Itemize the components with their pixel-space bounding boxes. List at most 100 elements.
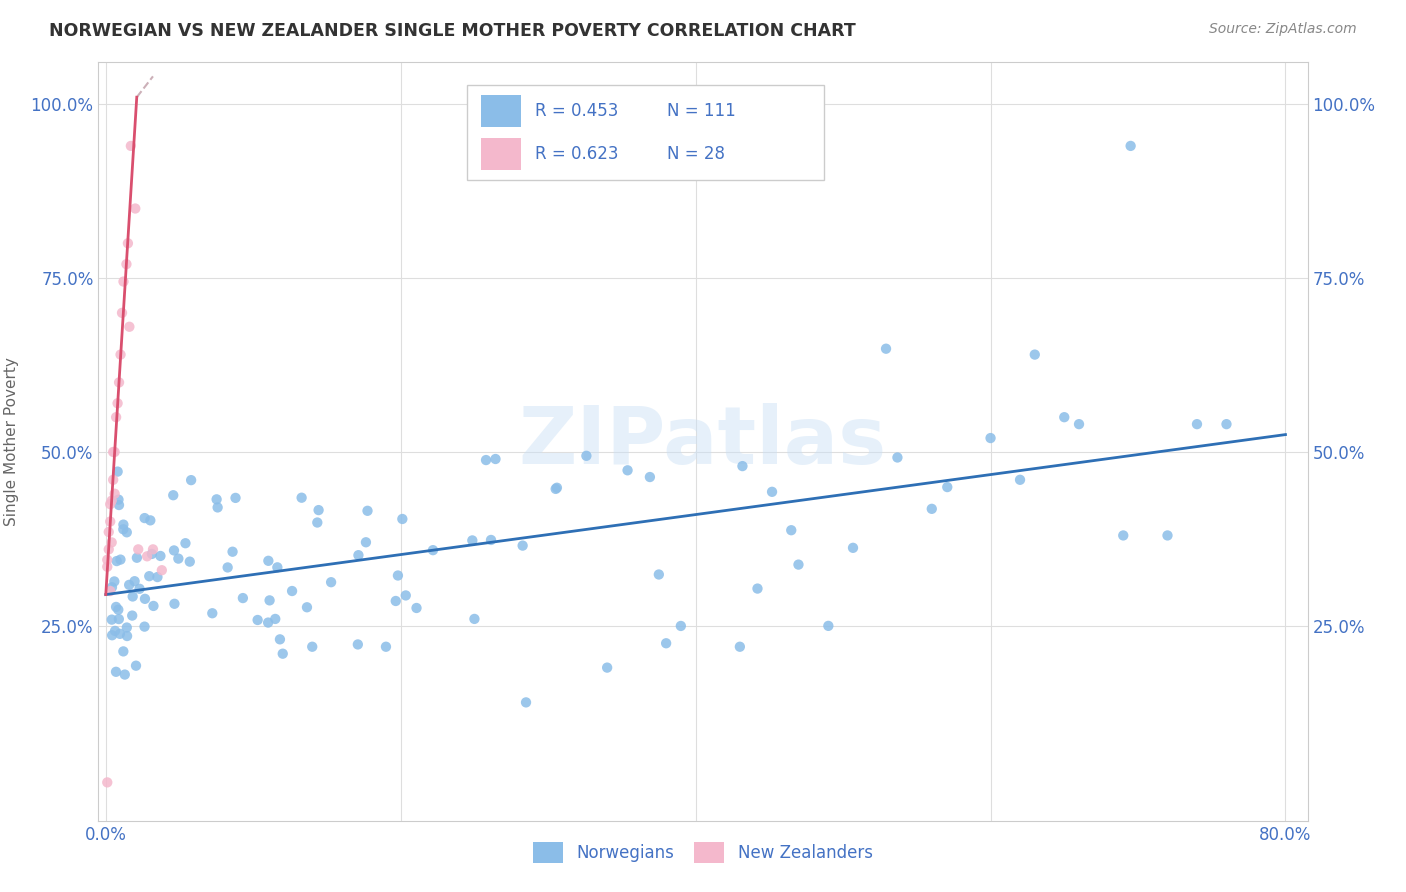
Point — [124, 574, 146, 589]
Point — [118, 578, 141, 592]
Point — [512, 539, 534, 553]
Point — [301, 640, 323, 654]
Point — [221, 545, 243, 559]
Point — [307, 516, 329, 530]
Point — [98, 497, 121, 511]
Point — [205, 492, 228, 507]
Point — [780, 523, 803, 537]
Point — [105, 599, 128, 614]
Point — [101, 628, 124, 642]
Point — [295, 600, 318, 615]
Point — [149, 549, 172, 563]
Point — [96, 775, 118, 789]
Point — [475, 453, 498, 467]
Point — [110, 348, 132, 362]
Point — [120, 139, 142, 153]
Point — [180, 473, 202, 487]
Point — [179, 555, 201, 569]
Point — [319, 575, 342, 590]
Point — [638, 470, 661, 484]
Point — [1185, 417, 1208, 432]
Point — [257, 615, 280, 630]
Point — [1215, 417, 1237, 432]
Point — [546, 481, 568, 495]
Point — [100, 535, 122, 549]
Point — [921, 501, 943, 516]
Point — [115, 257, 138, 271]
Point — [96, 553, 118, 567]
Point — [655, 636, 678, 650]
Point — [356, 504, 378, 518]
Point — [103, 574, 125, 589]
Point — [107, 465, 129, 479]
Point — [616, 463, 638, 477]
Point — [139, 513, 162, 527]
Point — [1156, 528, 1178, 542]
Point — [596, 660, 619, 674]
Point — [271, 647, 294, 661]
Text: NORWEGIAN VS NEW ZEALANDER SINGLE MOTHER POVERTY CORRELATION CHART: NORWEGIAN VS NEW ZEALANDER SINGLE MOTHER… — [49, 22, 856, 40]
Point — [163, 543, 186, 558]
Point — [108, 627, 131, 641]
Point — [461, 533, 484, 548]
Point — [121, 608, 143, 623]
Point — [266, 560, 288, 574]
Point — [107, 492, 129, 507]
Point — [117, 236, 139, 251]
Text: ZIPatlas: ZIPatlas — [519, 402, 887, 481]
Point — [728, 640, 751, 654]
Point — [463, 612, 485, 626]
Point — [384, 594, 406, 608]
Point — [281, 584, 304, 599]
Point — [936, 480, 959, 494]
Point — [127, 542, 149, 557]
Point — [142, 542, 165, 557]
Point — [259, 593, 281, 607]
Point — [787, 558, 810, 572]
Point — [141, 547, 163, 561]
Point — [134, 619, 156, 633]
Point — [1024, 348, 1046, 362]
Point — [114, 667, 136, 681]
Point — [422, 543, 444, 558]
Point — [648, 567, 671, 582]
Point — [128, 582, 150, 596]
Point — [225, 491, 247, 505]
Point — [264, 612, 287, 626]
Point — [105, 665, 128, 679]
Point — [1008, 473, 1031, 487]
Point — [142, 599, 165, 613]
Point — [246, 613, 269, 627]
Point — [125, 658, 148, 673]
Point — [101, 580, 124, 594]
Point — [107, 603, 129, 617]
Point — [100, 493, 122, 508]
Point — [167, 551, 190, 566]
Point — [308, 503, 330, 517]
Point — [291, 491, 314, 505]
Point — [97, 524, 120, 539]
Point — [136, 549, 159, 564]
Point — [104, 486, 127, 500]
Point — [515, 695, 537, 709]
Point — [232, 591, 254, 605]
Text: Source: ZipAtlas.com: Source: ZipAtlas.com — [1209, 22, 1357, 37]
Point — [111, 306, 134, 320]
Point — [115, 629, 138, 643]
Point — [163, 597, 186, 611]
Point — [980, 431, 1002, 445]
Point — [269, 632, 291, 647]
Point — [575, 449, 598, 463]
Point — [112, 644, 135, 658]
Point — [150, 563, 173, 577]
Point — [110, 552, 132, 566]
Point — [354, 535, 377, 549]
Point — [134, 511, 156, 525]
Point — [104, 624, 127, 638]
Point — [484, 452, 506, 467]
Point — [201, 606, 224, 620]
Point — [405, 601, 427, 615]
Point — [544, 482, 567, 496]
Point — [118, 319, 141, 334]
Point — [108, 498, 131, 512]
